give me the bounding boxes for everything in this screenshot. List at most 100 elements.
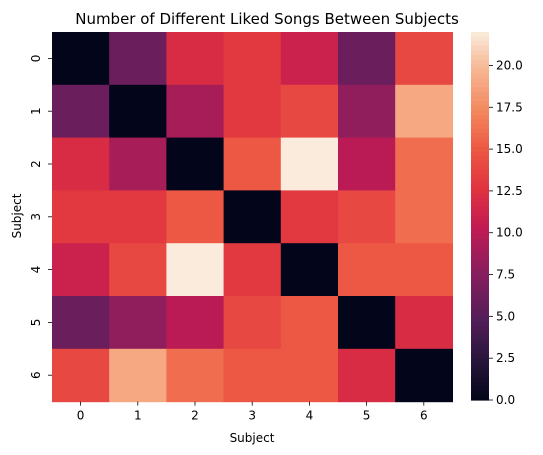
colorbar-segment <box>471 142 489 147</box>
colorbar-segment <box>471 96 489 101</box>
colorbar-segment <box>471 216 489 221</box>
x-tick-label: 4 <box>306 409 314 423</box>
colorbar-segment <box>471 170 489 175</box>
heatmap-cell-3-4 <box>281 190 339 243</box>
heatmap-cell-6-0 <box>52 349 110 402</box>
colorbar-segment <box>471 87 489 92</box>
colorbar-segment <box>471 244 489 249</box>
x-tick-label: 1 <box>134 409 142 423</box>
colorbar-segment <box>471 285 489 290</box>
colorbar-segment <box>471 340 489 345</box>
y-axis-ticks: 0 1 2 3 4 5 6 <box>29 55 52 379</box>
colorbar-tick-label: 12.5 <box>496 184 523 198</box>
colorbar-segment <box>471 32 489 37</box>
heatmap-cell-4-4 <box>281 243 339 296</box>
colorbar-segment <box>471 156 489 161</box>
colorbar-segment <box>471 161 489 166</box>
heatmap-cell-6-6 <box>395 349 453 402</box>
colorbar-segment <box>471 138 489 143</box>
colorbar-segment <box>471 253 489 258</box>
colorbar-segment <box>471 50 489 55</box>
colorbar-segment <box>471 248 489 253</box>
heatmap-cell-1-3 <box>224 85 282 138</box>
colorbar-segment <box>471 92 489 97</box>
heatmap-cell-6-3 <box>224 349 282 402</box>
colorbar-segment <box>471 55 489 60</box>
heatmap-cell-3-6 <box>395 190 453 243</box>
colorbar-tick-label: 0.0 <box>496 393 515 407</box>
colorbar-segment <box>471 331 489 336</box>
x-tick-label: 2 <box>191 409 199 423</box>
colorbar-segment <box>471 60 489 65</box>
heatmap-cell-4-0 <box>52 243 110 296</box>
colorbar-segment <box>471 313 489 318</box>
colorbar-segment <box>471 395 489 400</box>
heatmap-cell-0-4 <box>281 32 339 85</box>
colorbar-segment <box>471 322 489 327</box>
colorbar-segment <box>471 290 489 295</box>
colorbar-segment <box>471 175 489 180</box>
colorbar-segment <box>471 184 489 189</box>
colorbar-segment <box>471 354 489 359</box>
colorbar-segment <box>471 119 489 124</box>
heatmap-cell-4-6 <box>395 243 453 296</box>
colorbar-tick-label: 5.0 <box>496 309 515 323</box>
colorbar-segment <box>471 225 489 230</box>
colorbar-segment <box>471 276 489 281</box>
colorbar-segment <box>471 267 489 272</box>
heatmap-cells <box>52 32 453 402</box>
colorbar-segment <box>471 382 489 387</box>
heatmap-cell-1-5 <box>338 85 396 138</box>
y-tick-label: 6 <box>29 371 43 379</box>
heatmap-cell-5-5 <box>338 296 396 349</box>
colorbar-tick-label: 15.0 <box>496 142 523 156</box>
y-tick-label: 1 <box>29 107 43 115</box>
colorbar-segment <box>471 391 489 396</box>
colorbar-segment <box>471 78 489 83</box>
heatmap-cell-3-2 <box>166 190 224 243</box>
y-tick-label: 0 <box>29 55 43 63</box>
heatmap-cell-4-5 <box>338 243 396 296</box>
x-axis-label: Subject <box>230 431 275 445</box>
heatmap-cell-2-2 <box>166 138 224 191</box>
x-axis-ticks: 0 1 2 3 4 5 6 <box>77 402 428 423</box>
colorbar-segment <box>471 64 489 69</box>
colorbar-segment <box>471 147 489 152</box>
colorbar-segment <box>471 83 489 88</box>
colorbar-segment <box>471 359 489 364</box>
colorbar-segment <box>471 152 489 157</box>
heatmap-cell-3-1 <box>109 190 167 243</box>
heatmap-cell-2-5 <box>338 138 396 191</box>
colorbar-segment <box>471 207 489 212</box>
heatmap-cell-0-3 <box>224 32 282 85</box>
colorbar-segment <box>471 46 489 51</box>
colorbar-segment <box>471 239 489 244</box>
y-tick-label: 3 <box>29 213 43 221</box>
colorbar-segment <box>471 345 489 350</box>
colorbar-segment <box>471 106 489 111</box>
heatmap-cell-2-0 <box>52 138 110 191</box>
colorbar-segment <box>471 188 489 193</box>
colorbar-segment <box>471 317 489 322</box>
heatmap-cell-2-6 <box>395 138 453 191</box>
heatmap-cell-5-4 <box>281 296 339 349</box>
colorbar-segment <box>471 129 489 134</box>
heatmap-cell-6-1 <box>109 349 167 402</box>
colorbar-segment <box>471 41 489 46</box>
colorbar-segment <box>471 363 489 368</box>
heatmap-cell-2-1 <box>109 138 167 191</box>
colorbar-segment <box>471 37 489 42</box>
heatmap-cell-6-4 <box>281 349 339 402</box>
heatmap-cell-6-2 <box>166 349 224 402</box>
colorbar-segment <box>471 69 489 74</box>
colorbar-segment <box>471 294 489 299</box>
colorbar-segment <box>471 234 489 239</box>
colorbar-segment <box>471 262 489 267</box>
colorbar-segment <box>471 386 489 391</box>
x-tick-label: 0 <box>77 409 85 423</box>
colorbar-segment <box>471 271 489 276</box>
colorbar-tick-label: 10.0 <box>496 226 523 240</box>
x-tick-label: 6 <box>420 409 428 423</box>
colorbar-tick-label: 7.5 <box>496 268 515 282</box>
